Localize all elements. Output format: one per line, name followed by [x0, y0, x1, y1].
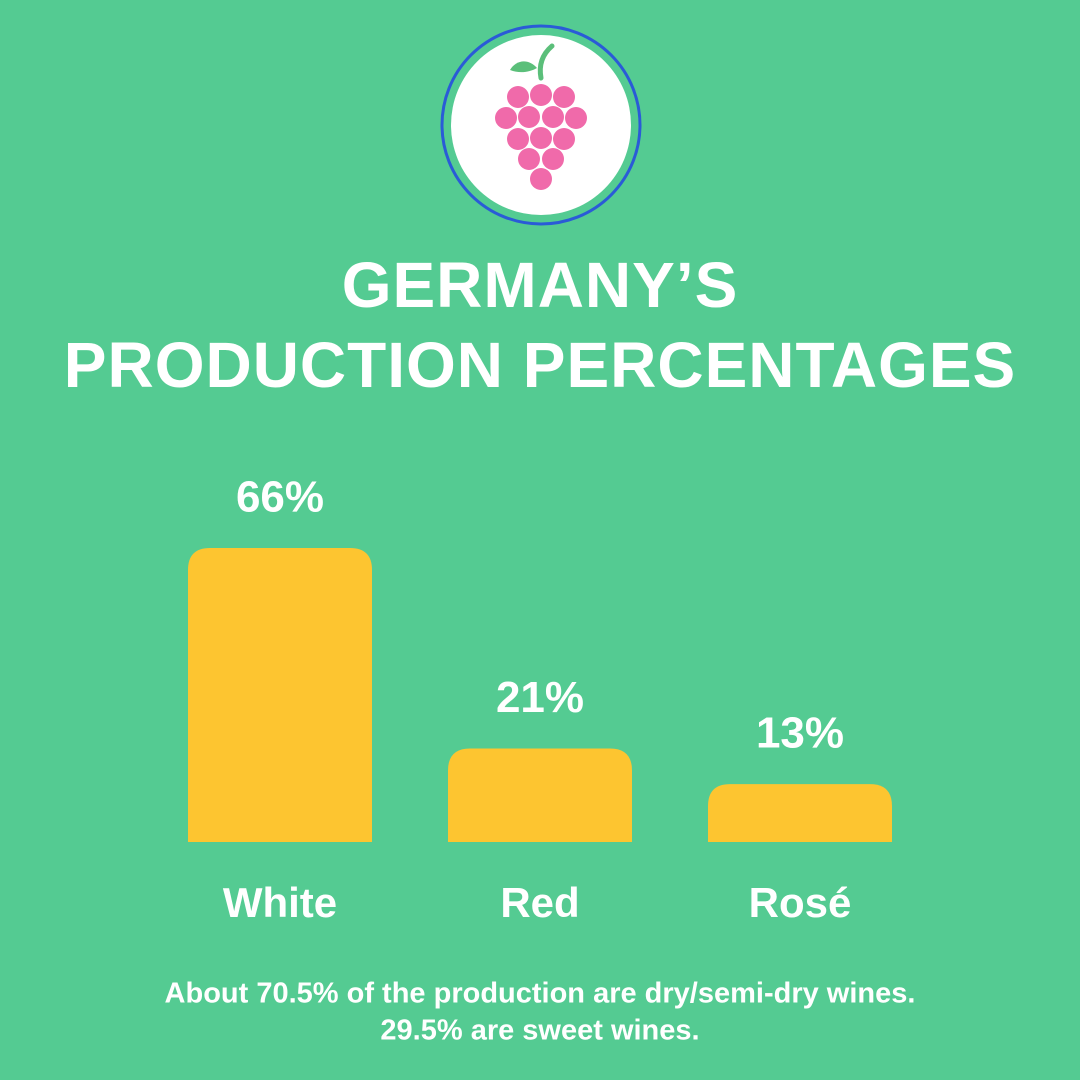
x-tick-label: Rosé: [749, 879, 852, 926]
note: About 70.5% of the production are dry/se…: [165, 978, 916, 1010]
bar: [448, 748, 632, 842]
x-tick-label: White: [223, 879, 337, 926]
value-label: 13%: [756, 709, 844, 758]
note: 29.5% are sweet wines.: [380, 1015, 699, 1047]
bar: [188, 548, 372, 842]
x-tick-label: Red: [500, 879, 579, 926]
value-label: 66%: [236, 473, 324, 522]
grape-logo: [440, 24, 642, 226]
chart-title: PRODUCTION PERCENTAGES: [64, 329, 1016, 401]
bar: [708, 784, 892, 842]
value-label: 21%: [496, 673, 584, 722]
chart-title: GERMANY’S: [342, 249, 739, 321]
